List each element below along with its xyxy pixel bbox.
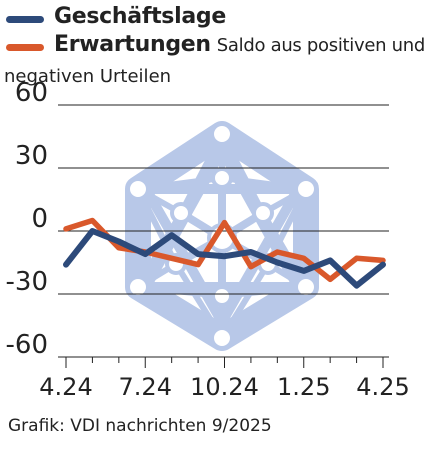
watermark-node	[252, 202, 274, 224]
legend-note-line2: negativen Urteilen	[4, 66, 172, 87]
x-tick-label: 10.24	[190, 373, 259, 401]
watermark-node	[294, 177, 318, 201]
watermark-node	[294, 275, 318, 299]
x-tick-label: 1.25	[277, 373, 330, 401]
watermark-node	[211, 285, 233, 307]
y-tick-label: 60	[15, 78, 48, 108]
watermark-node	[210, 326, 234, 350]
source-note: Grafik: VDI nachrichten 9/2025	[8, 416, 272, 436]
legend-swatch-erwartungen	[6, 44, 44, 51]
y-tick-label: -60	[6, 330, 48, 360]
y-tick-label: 0	[31, 204, 48, 234]
watermark-node	[170, 202, 192, 224]
legend-label-erwartungen-text: Erwartungen	[54, 32, 211, 57]
watermark-node	[210, 122, 234, 146]
legend-label-erwartungen: Erwartungen Saldo aus positiven und	[54, 32, 425, 57]
legend-label-geschaeftslage: Geschäftslage	[54, 4, 226, 29]
legend: Geschäftslage Erwartungen Saldo aus posit…	[4, 4, 425, 87]
legend-note-line1: Saldo aus positiven und	[216, 35, 425, 56]
watermark-node	[126, 275, 150, 299]
y-axis: 60 30 0 -30 -60	[6, 78, 48, 360]
watermark-node	[126, 177, 150, 201]
watermark-link	[219, 262, 271, 340]
x-tick-label: 4.24	[39, 373, 92, 401]
grid-lines	[58, 104, 389, 358]
legend-item-geschaeftslage: Geschäftslage	[4, 4, 424, 32]
legend-item-erwartungen: Erwartungen Saldo aus positiven und	[4, 32, 425, 60]
y-tick-label: -30	[6, 267, 48, 297]
series-lines	[63, 217, 386, 289]
series-line-erwartungen	[63, 217, 386, 283]
watermark-logo	[125, 121, 319, 351]
watermark-link	[135, 211, 184, 289]
x-tick-label: 4.25	[356, 373, 409, 401]
x-tick-label: 7.24	[119, 373, 172, 401]
watermark-node	[211, 167, 233, 189]
series-line-geschaeftslage	[63, 228, 386, 289]
watermark-link	[219, 132, 266, 215]
y-tick-label: 30	[15, 141, 48, 171]
x-axis: 4.24 7.24 10.24 1.25 4.25	[39, 357, 410, 401]
legend-swatch-geschaeftslage	[6, 16, 44, 23]
watermark-link	[178, 132, 225, 215]
watermark-link	[173, 262, 225, 340]
watermark-link	[260, 211, 309, 289]
